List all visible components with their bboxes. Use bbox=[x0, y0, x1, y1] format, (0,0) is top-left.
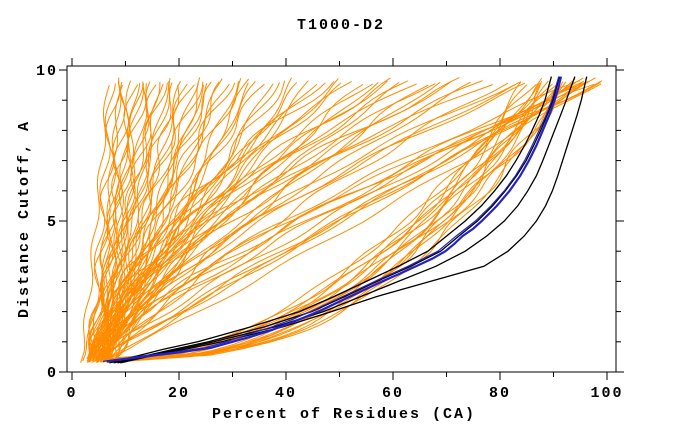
prediction-curve bbox=[100, 81, 582, 361]
prediction-curve bbox=[89, 81, 121, 360]
plot-frame bbox=[66, 65, 617, 373]
prediction-curve bbox=[108, 84, 494, 363]
prediction-curve bbox=[115, 83, 436, 362]
prediction-curve bbox=[106, 80, 580, 359]
prediction-curve bbox=[101, 81, 471, 361]
curves-layer bbox=[80, 76, 603, 364]
prediction-curve bbox=[108, 80, 352, 360]
reference-curve bbox=[117, 76, 576, 364]
prediction-curve bbox=[89, 83, 208, 362]
prediction-curve bbox=[94, 77, 460, 362]
prediction-curve bbox=[88, 81, 441, 361]
reference-curve bbox=[109, 76, 553, 364]
prediction-curve bbox=[95, 83, 595, 363]
prediction-curve bbox=[97, 81, 161, 360]
x-tick-label: 80 bbox=[489, 385, 511, 402]
prediction-curve bbox=[93, 81, 212, 360]
prediction-curve bbox=[80, 84, 110, 364]
reference-curve bbox=[113, 76, 561, 364]
prediction-curve bbox=[92, 81, 220, 360]
x-tick-label: 0 bbox=[66, 385, 77, 402]
prediction-curve bbox=[109, 84, 559, 364]
prediction-curve bbox=[90, 80, 603, 359]
best-model-curve bbox=[106, 76, 563, 363]
prediction-curve bbox=[106, 81, 601, 361]
chart-title: T1000-D2 bbox=[297, 17, 385, 34]
best-model-curve-2 bbox=[102, 76, 560, 362]
reference-curve bbox=[120, 76, 588, 364]
x-tick-label: 100 bbox=[590, 385, 623, 402]
y-tick-label: 5 bbox=[47, 214, 58, 231]
prediction-curve bbox=[112, 83, 582, 363]
prediction-curve bbox=[91, 84, 123, 363]
prediction-curve bbox=[114, 81, 522, 360]
x-tick-label: 20 bbox=[168, 385, 190, 402]
prediction-curve bbox=[114, 83, 561, 362]
y-tick-label: 10 bbox=[36, 63, 58, 80]
prediction-curve bbox=[93, 82, 173, 361]
x-tick-label: 60 bbox=[382, 385, 404, 402]
prediction-curve bbox=[90, 82, 576, 362]
x-axis-label: Percent of Residues (CA) bbox=[212, 406, 476, 423]
x-tick-label: 40 bbox=[275, 385, 297, 402]
prediction-curve bbox=[103, 82, 526, 361]
prediction-curve bbox=[108, 83, 417, 362]
axes-frame-layer: 0 20 40 60 80 100 0 5 10 bbox=[36, 58, 624, 402]
prediction-curve bbox=[117, 83, 560, 362]
prediction-curve bbox=[96, 78, 249, 364]
prediction-curve bbox=[104, 81, 564, 361]
prediction-curve bbox=[106, 82, 586, 361]
prediction-curve bbox=[101, 83, 602, 363]
prediction-curve bbox=[95, 77, 596, 362]
y-axis-label: Distance Cutoff, A bbox=[16, 120, 33, 318]
prediction-curve bbox=[101, 81, 567, 361]
prediction-curve bbox=[95, 83, 145, 362]
y-tick-label: 0 bbox=[47, 365, 58, 382]
prediction-curve bbox=[88, 81, 204, 360]
